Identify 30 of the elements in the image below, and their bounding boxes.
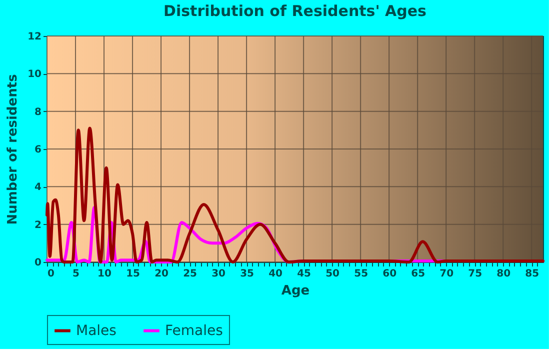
x-tick-label: 10 — [98, 268, 112, 280]
x-tick-label: 60 — [382, 268, 397, 280]
x-tick-label: 30 — [212, 268, 226, 280]
x-tick-label: 20 — [154, 268, 169, 280]
y-tick-label: 6 — [34, 144, 42, 156]
legend-label: Males — [76, 322, 116, 339]
x-tick-label: 65 — [411, 268, 426, 280]
x-tick-label: 50 — [326, 268, 340, 280]
y-tick-label: 0 — [34, 258, 42, 268]
y-axis-title: Number of residents — [6, 74, 21, 225]
x-tick-label: 85 — [525, 268, 540, 280]
y-tick-label: 10 — [28, 69, 42, 80]
x-axis-title: Age — [281, 284, 310, 298]
x-tick-label: 70 — [440, 268, 454, 280]
chart-title: Distribution of Residents' Ages — [164, 2, 427, 20]
x-tick-label: 0 — [48, 268, 54, 280]
x-tick-label: 5 — [72, 268, 80, 280]
y-tick-label: 2 — [34, 220, 42, 231]
x-tick-label: 80 — [496, 268, 511, 280]
y-tick-label: 8 — [34, 106, 42, 118]
y-tick-label: 4 — [34, 182, 42, 194]
x-tick-label: 35 — [240, 268, 254, 280]
y-tick-label: 12 — [28, 32, 42, 42]
legend-label: Females — [165, 322, 223, 339]
x-tick-label: 25 — [183, 268, 198, 280]
x-tick-label: 15 — [126, 268, 140, 280]
x-tick-label: 75 — [468, 268, 482, 280]
x-tick-label: 40 — [268, 268, 283, 280]
x-tick-label: 55 — [354, 268, 368, 280]
x-tick-label: 45 — [297, 268, 312, 280]
